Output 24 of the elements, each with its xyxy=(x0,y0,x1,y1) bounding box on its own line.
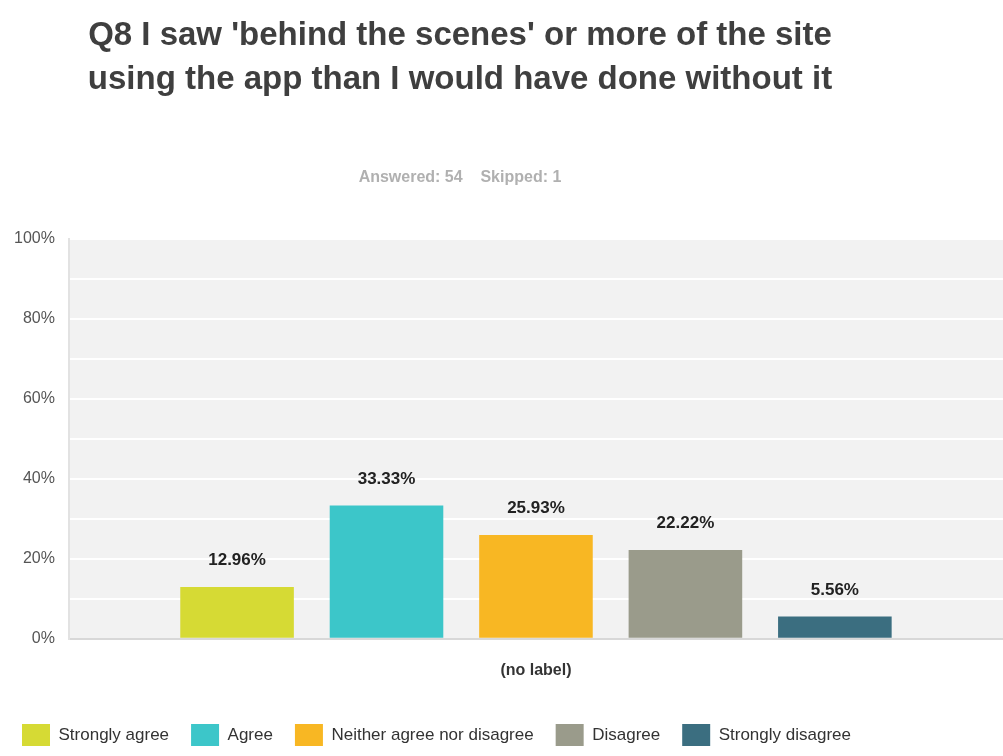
text: 12.96% xyxy=(208,550,266,570)
bar xyxy=(628,549,743,638)
y-tick-label: 40% xyxy=(22,469,55,487)
chart-subtitle: Answered: 54 Skipped: 1 xyxy=(357,168,563,186)
text: 22.22% xyxy=(656,513,715,533)
text: 33.33% xyxy=(357,468,416,488)
bar xyxy=(329,505,444,638)
bar xyxy=(778,616,892,638)
legend-label: Strongly agree xyxy=(58,724,170,744)
x-tick-label: (no label) xyxy=(500,660,572,678)
legend-label: Agree xyxy=(227,724,273,744)
bar xyxy=(180,586,294,638)
text: 5.56% xyxy=(810,579,859,599)
y-tick-label: 60% xyxy=(22,389,55,407)
legend-label: Strongly disagree xyxy=(718,724,852,744)
legend-label: Disagree xyxy=(592,724,661,744)
y-tick-label: 0% xyxy=(31,629,55,647)
y-tick-label: 80% xyxy=(22,309,55,327)
y-tick-label: 20% xyxy=(22,549,55,567)
chart-title: Q8 I saw 'behind the scenes' or more of the site using the app than I would have done without it xyxy=(86,14,834,98)
text: 25.93% xyxy=(507,498,565,518)
y-tick-label: 100% xyxy=(14,229,55,247)
bar xyxy=(479,535,593,638)
legend-label: Neither agree nor disagree xyxy=(331,724,534,744)
